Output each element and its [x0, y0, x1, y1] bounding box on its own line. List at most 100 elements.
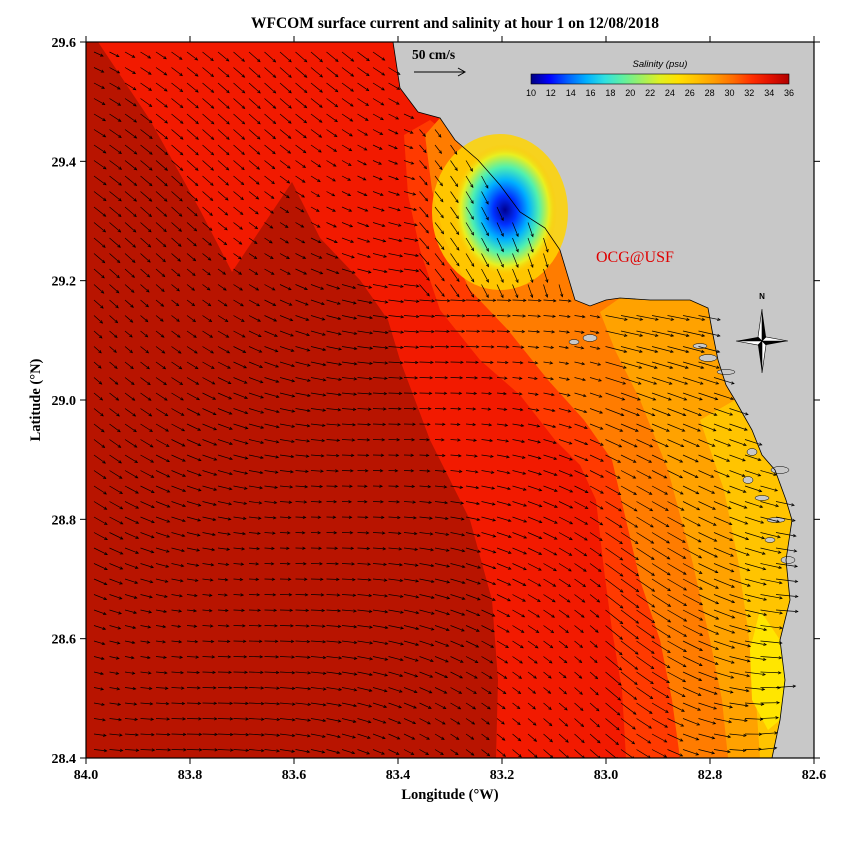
- current-vector: [543, 640, 553, 649]
- current-vector-head: [415, 642, 420, 646]
- current-vector-head: [164, 136, 169, 140]
- current-vector-head: [485, 248, 489, 252]
- current-vector: [636, 377, 657, 385]
- current-vector-head: [224, 212, 229, 216]
- current-vector-head: [319, 484, 324, 489]
- current-vector: [233, 206, 244, 215]
- current-vector: [217, 423, 233, 430]
- current-vector-head: [114, 334, 118, 339]
- current-vector: [543, 594, 556, 603]
- current-vector-head: [163, 381, 167, 386]
- current-vector: [682, 315, 705, 321]
- current-vector: [527, 423, 540, 427]
- current-vector-head: [757, 473, 762, 477]
- current-vector-head: [165, 701, 170, 706]
- current-vector-head: [711, 751, 716, 755]
- current-vector-head: [507, 566, 512, 570]
- current-vector-head: [178, 640, 183, 644]
- current-vector: [512, 547, 527, 555]
- current-vector: [543, 609, 555, 618]
- current-vector: [589, 578, 601, 588]
- current-vector: [574, 454, 588, 461]
- current-vector-head: [210, 167, 215, 171]
- current-vector-head: [147, 71, 152, 75]
- current-vector-head: [258, 501, 263, 505]
- current-vector: [171, 284, 180, 292]
- current-vector-head: [665, 507, 669, 511]
- current-vector: [620, 578, 639, 592]
- current-vector-head: [272, 135, 277, 140]
- current-vector-head: [487, 407, 492, 411]
- current-vector: [450, 160, 458, 171]
- current-vector-head: [291, 439, 295, 443]
- current-vector: [109, 175, 122, 186]
- current-vector-head: [503, 392, 507, 396]
- current-vector: [217, 268, 226, 275]
- current-vector: [357, 392, 372, 395]
- current-vector: [620, 408, 640, 416]
- current-vector-head: [425, 214, 429, 218]
- current-vector-head: [564, 723, 569, 727]
- current-vector: [512, 439, 525, 443]
- current-vector-head: [794, 594, 799, 598]
- current-vector: [419, 733, 430, 740]
- current-vector: [372, 702, 387, 708]
- current-vector: [558, 392, 571, 396]
- current-vector-head: [241, 121, 246, 125]
- current-vector-head: [148, 413, 153, 417]
- current-vector-head: [461, 533, 466, 537]
- current-vector-head: [441, 293, 445, 298]
- current-vector-head: [207, 257, 212, 261]
- current-vector: [248, 361, 263, 368]
- current-vector: [279, 253, 290, 259]
- current-vector: [93, 609, 107, 615]
- current-vector: [388, 594, 403, 598]
- island: [780, 556, 796, 564]
- current-vector-head: [695, 491, 700, 495]
- current-vector: [698, 377, 719, 385]
- current-vector: [388, 144, 398, 150]
- current-vector-head: [679, 491, 684, 495]
- current-vector: [248, 284, 259, 291]
- current-vector-head: [272, 302, 277, 306]
- current-vector: [233, 439, 248, 444]
- current-vector: [248, 454, 264, 459]
- current-vector: [760, 732, 778, 735]
- current-vector-head: [337, 624, 342, 629]
- current-vector-head: [196, 412, 201, 416]
- current-vector: [512, 578, 526, 586]
- current-vector: [202, 67, 214, 77]
- current-vector: [279, 129, 292, 139]
- current-vector-head: [670, 349, 674, 353]
- current-vector-head: [569, 489, 574, 493]
- current-vector-head: [685, 349, 690, 353]
- current-vector-head: [445, 345, 450, 349]
- current-vector-head: [382, 720, 387, 724]
- current-vector-head: [151, 732, 155, 737]
- current-vector-head: [515, 294, 519, 299]
- current-vector: [310, 175, 321, 182]
- current-vector: [264, 253, 274, 259]
- current-vector-head: [335, 58, 339, 63]
- current-vector-head: [146, 274, 151, 278]
- current-vector-head: [367, 578, 372, 582]
- current-vector-head: [322, 393, 327, 397]
- current-vector-head: [257, 531, 261, 535]
- current-vector: [465, 284, 474, 298]
- current-vector: [155, 206, 167, 217]
- current-vector: [140, 144, 153, 155]
- current-vector-head: [444, 376, 449, 380]
- current-vector: [217, 175, 229, 186]
- current-vector: [202, 733, 218, 735]
- current-vector-head: [425, 751, 430, 755]
- current-vector: [682, 408, 702, 416]
- current-vector-head: [131, 640, 136, 645]
- current-vector-head: [210, 136, 215, 141]
- current-vector: [481, 578, 496, 585]
- current-vector-head: [623, 349, 628, 353]
- current-vector: [543, 578, 556, 587]
- current-vector: [496, 656, 508, 664]
- current-vector-head: [648, 475, 652, 479]
- current-vector-head: [258, 349, 263, 353]
- current-vector: [264, 222, 273, 229]
